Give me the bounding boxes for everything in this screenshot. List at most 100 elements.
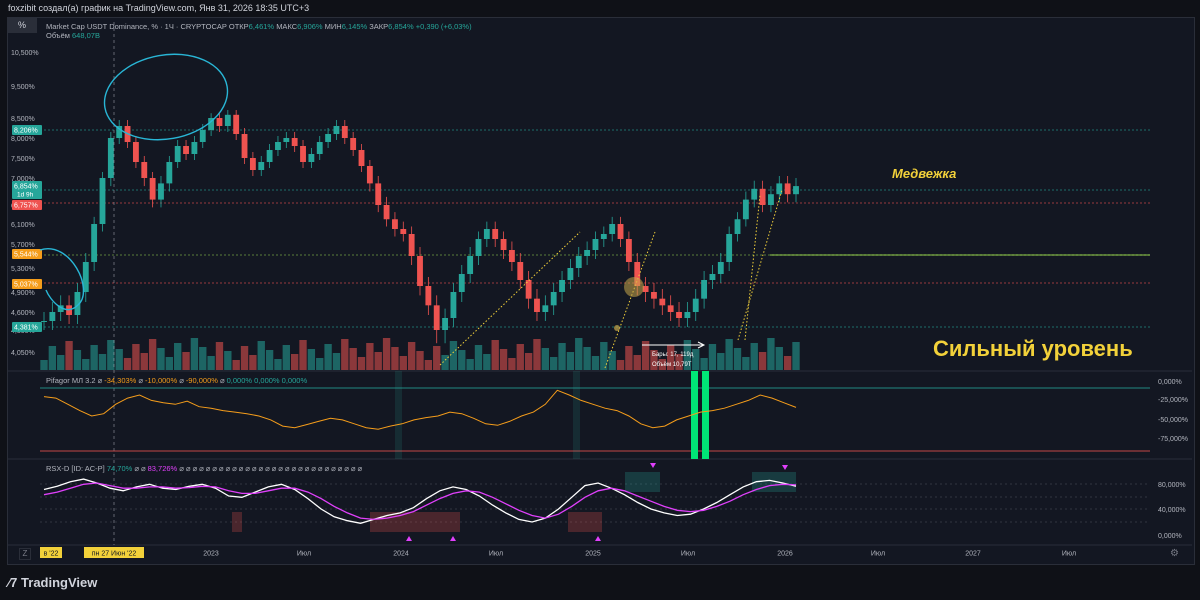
- volume-bar: [157, 348, 165, 370]
- volume-bar: [658, 359, 666, 370]
- candle-body: [383, 205, 390, 220]
- candle-body: [425, 286, 432, 306]
- volume-bar: [725, 339, 733, 370]
- highlight-dot: [614, 325, 620, 331]
- author-line: foxzibit создал(а) график на TradingView…: [8, 3, 310, 13]
- volume-bar: [307, 349, 316, 370]
- price-label: 4,381%: [14, 325, 38, 332]
- indicator1-y-tick: 0,000%: [1158, 379, 1182, 386]
- volume-bar: [232, 360, 240, 370]
- volume-bar: [265, 350, 274, 370]
- volume-bar: [550, 357, 558, 370]
- y-tick-label: 4,050%: [11, 350, 35, 357]
- indicator1-v2: -10,000%: [145, 376, 178, 385]
- candle-body: [500, 239, 507, 250]
- candle-body: [692, 298, 699, 312]
- indicator2-name: RSX-D [ID: AC-P]: [46, 464, 105, 473]
- candle-body: [584, 250, 591, 256]
- price-label-box: [12, 181, 42, 199]
- candle-body: [158, 183, 164, 200]
- volume-bar: [341, 339, 349, 370]
- volume-bar: [148, 339, 157, 370]
- candle-body: [99, 178, 106, 224]
- candle-body: [467, 256, 474, 274]
- percent-scale-button[interactable]: %: [7, 17, 37, 33]
- candle-body: [534, 298, 540, 312]
- candle-body: [41, 321, 47, 322]
- volume-bar: [733, 348, 742, 370]
- candle-body: [358, 150, 365, 166]
- legend-open-value: 6,461%: [248, 22, 275, 31]
- chart-frame[interactable]: [7, 17, 1195, 565]
- volume-bar: [115, 349, 123, 370]
- legend-change: +0,390 (+6,03%): [415, 22, 472, 31]
- candle-body: [224, 114, 231, 126]
- indicator2-zone: [232, 512, 242, 532]
- price-label-box: [12, 322, 42, 332]
- gear-icon[interactable]: ⚙: [1170, 548, 1179, 559]
- candle-body: [625, 239, 632, 262]
- candle-body: [659, 298, 666, 306]
- volume-bar: [600, 342, 608, 370]
- volume-bar: [332, 353, 341, 370]
- volume-bar: [474, 345, 483, 370]
- candle-body: [392, 219, 398, 229]
- candle-body: [199, 130, 206, 142]
- candle-body: [442, 318, 448, 330]
- indicator2-zone: [370, 512, 460, 532]
- volume-bar: [416, 351, 424, 370]
- legend-close-value: 6,854%: [388, 22, 414, 31]
- volume-bar: [441, 355, 449, 370]
- price-label-box: [12, 279, 42, 289]
- volume-bar: [48, 346, 57, 370]
- candle-body: [291, 138, 298, 146]
- volume-bar: [483, 354, 491, 370]
- candle-body: [676, 312, 682, 318]
- volume-bar: [407, 342, 416, 370]
- candle-body: [793, 186, 799, 195]
- indicator2-y-tick: 0,000%: [1158, 533, 1182, 540]
- candle-body: [726, 234, 733, 262]
- volume-bar: [391, 347, 399, 370]
- x-tick-label: 2023: [203, 551, 219, 558]
- candle-body: [266, 150, 273, 162]
- indicator2-marker: [782, 465, 788, 470]
- main-legend: Market Cap USDT Dominance, % · 1Ч · CRYP…: [46, 22, 472, 31]
- candle-body: [684, 312, 691, 318]
- volume-bar: [558, 343, 566, 370]
- candle-body: [701, 280, 708, 299]
- candle-body: [433, 305, 440, 330]
- candle-body: [183, 146, 189, 154]
- volume-bar: [449, 341, 458, 370]
- candle-body: [559, 280, 565, 292]
- indicator2-zone: [568, 512, 602, 532]
- volume-bar: [199, 347, 207, 370]
- candle-body: [233, 114, 240, 134]
- candle-body: [492, 229, 499, 239]
- volume-legend: Объём 648,07B: [46, 31, 100, 40]
- y-tick-label: 7,500%: [11, 156, 35, 163]
- price-label: 6,854%: [14, 184, 38, 191]
- candle-body: [141, 162, 148, 178]
- candle-body: [166, 162, 173, 184]
- volume-bar: [274, 359, 282, 370]
- candle-body: [316, 142, 323, 154]
- indicator1-name: Pifagor МЛ 3.2: [46, 376, 96, 385]
- candle-body: [341, 126, 348, 138]
- volume-bar: [224, 351, 232, 370]
- indicator1-v5: 0,000%: [254, 376, 280, 385]
- zoom-icon[interactable]: Z: [19, 548, 31, 560]
- candle-body: [759, 188, 766, 205]
- indicator1-zone: [395, 371, 402, 459]
- candle-body: [667, 305, 674, 312]
- candle-body: [784, 183, 791, 195]
- bottom-bar: [0, 565, 1200, 600]
- candle-body: [768, 194, 774, 205]
- indicator2-legend: RSX-D [ID: AC-P] 74,70% ⌀ ⌀ 83,726% ⌀ ⌀ …: [46, 464, 362, 473]
- candle-body: [57, 305, 64, 312]
- candle-body: [208, 118, 215, 130]
- volume-bar: [458, 350, 466, 370]
- volume-bar: [207, 356, 215, 370]
- volume-bar: [608, 351, 616, 370]
